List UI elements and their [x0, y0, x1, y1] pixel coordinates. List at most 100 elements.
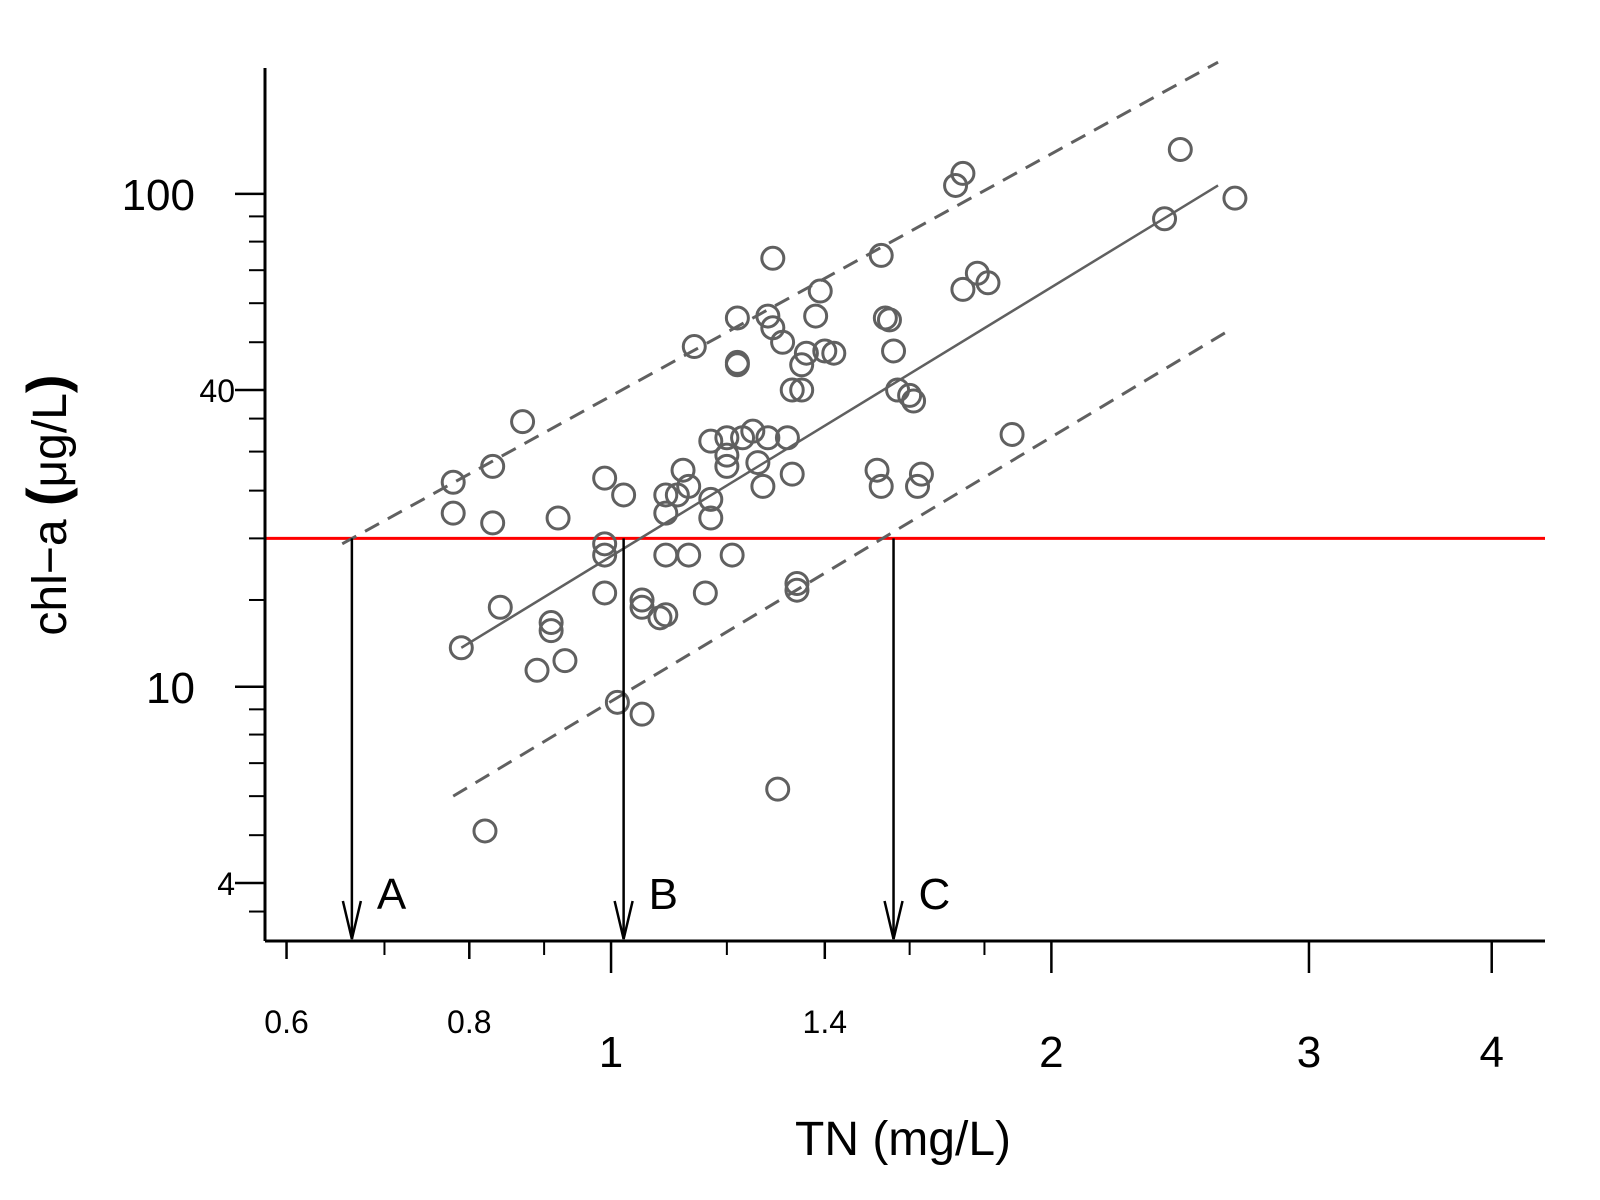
y-axis-title-unit: μg/L — [24, 393, 77, 487]
data-point-55 — [779, 377, 805, 403]
data-point-41 — [724, 352, 750, 378]
data-point-36 — [714, 453, 740, 479]
arrow-a-label: A — [377, 870, 407, 919]
y-tick-label-0: 100 — [122, 171, 195, 220]
fit-line-layer — [460, 184, 1219, 649]
data-point-56 — [784, 571, 810, 597]
y-axis-title: chl−a (μg/L) — [15, 374, 78, 635]
upper-prediction-band — [341, 60, 1219, 546]
data-point-65 — [864, 457, 890, 483]
data-point-80 — [975, 270, 1001, 296]
data-point-62 — [807, 278, 833, 304]
arrow-c-label: C — [919, 870, 951, 919]
data-point-45 — [745, 450, 771, 476]
regression-fit-line — [460, 184, 1219, 649]
data-point-39 — [719, 542, 745, 568]
data-point-61 — [803, 303, 829, 329]
data-point-63 — [812, 338, 838, 364]
x-tick-label-0: 0.6 — [264, 1004, 308, 1040]
data-point-60 — [793, 340, 819, 366]
arrow-a-head — [341, 900, 363, 940]
data-point-54 — [779, 461, 805, 487]
data-point-13 — [592, 465, 618, 491]
data-point-38 — [714, 425, 740, 451]
data-point-1 — [440, 500, 466, 526]
data-point-4 — [480, 453, 506, 479]
data-point-29 — [676, 542, 702, 568]
data-point-44 — [740, 418, 766, 444]
x-tick-label-3: 1.4 — [803, 1004, 847, 1040]
lower-prediction-band — [452, 328, 1231, 798]
data-point-83 — [1167, 137, 1193, 163]
data-point-73 — [901, 388, 927, 414]
data-point-75 — [908, 461, 934, 487]
data-point-0 — [440, 469, 466, 495]
data-point-26 — [653, 482, 679, 508]
data-point-37 — [714, 442, 740, 468]
x-tick-label-1: 0.8 — [447, 1004, 491, 1040]
data-point-46 — [750, 473, 776, 499]
prediction-bands — [341, 60, 1231, 798]
data-point-51 — [765, 776, 791, 802]
data-point-9 — [538, 618, 564, 644]
data-point-20 — [629, 587, 655, 613]
axes: 0.6 0.8 1 1.4 2 3 4 100 40 10 4 — [122, 68, 1545, 1077]
data-point-78 — [950, 276, 976, 302]
arrows-layer: A B C — [341, 538, 951, 940]
data-point-15 — [592, 531, 618, 557]
data-point-81 — [999, 421, 1025, 447]
data-point-33 — [698, 505, 724, 531]
x-tick-label-4: 2 — [1039, 1028, 1063, 1077]
data-point-64 — [821, 340, 847, 366]
data-point-50 — [760, 245, 786, 271]
data-point-12 — [552, 648, 578, 674]
data-point-10 — [538, 610, 564, 636]
data-point-72 — [897, 382, 923, 408]
data-point-53 — [774, 425, 800, 451]
data-point-82 — [1152, 206, 1178, 232]
data-point-3 — [480, 510, 506, 536]
data-point-16 — [592, 580, 618, 606]
data-point-70 — [881, 338, 907, 364]
data-point-52 — [770, 329, 796, 355]
data-point-7 — [510, 409, 536, 435]
data-point-24 — [653, 542, 679, 568]
data-point-6 — [472, 818, 498, 844]
data-point-23 — [653, 602, 679, 628]
data-point-2 — [448, 635, 474, 661]
x-tick-label-6: 4 — [1479, 1028, 1503, 1077]
arrow-c-head — [883, 900, 904, 940]
data-point-5 — [487, 594, 513, 620]
y-tick-label-1: 40 — [199, 373, 235, 409]
data-point-25 — [653, 500, 679, 526]
data-point-11 — [545, 505, 571, 531]
x-tick-label-5: 3 — [1297, 1028, 1321, 1077]
x-axis-title: TN (mg/L) — [795, 1113, 1011, 1166]
data-point-30 — [676, 473, 702, 499]
data-point-18 — [611, 482, 637, 508]
data-point-35 — [698, 428, 724, 454]
y-tick-label-2: 10 — [146, 664, 195, 713]
data-point-21 — [629, 701, 655, 727]
data-point-69 — [876, 307, 902, 333]
y-axis-title-paren-open: ( — [15, 487, 78, 506]
data-point-67 — [868, 242, 894, 268]
data-point-8 — [524, 657, 550, 683]
data-point-34 — [698, 486, 724, 512]
data-point-48 — [755, 425, 781, 451]
data-point-19 — [629, 594, 655, 620]
y-tick-label-3: 4 — [217, 866, 235, 902]
data-point-66 — [868, 473, 894, 499]
arrow-b-head — [613, 900, 634, 940]
data-point-57 — [784, 577, 810, 603]
data-point-17 — [604, 689, 630, 715]
data-point-59 — [789, 352, 815, 378]
data-point-58 — [789, 377, 815, 403]
data-point-14 — [592, 542, 618, 568]
data-point-28 — [670, 457, 696, 483]
arrow-b-label: B — [649, 870, 678, 919]
data-point-42 — [724, 305, 750, 331]
data-point-47 — [755, 303, 781, 329]
x-tick-label-2: 1 — [599, 1028, 623, 1077]
